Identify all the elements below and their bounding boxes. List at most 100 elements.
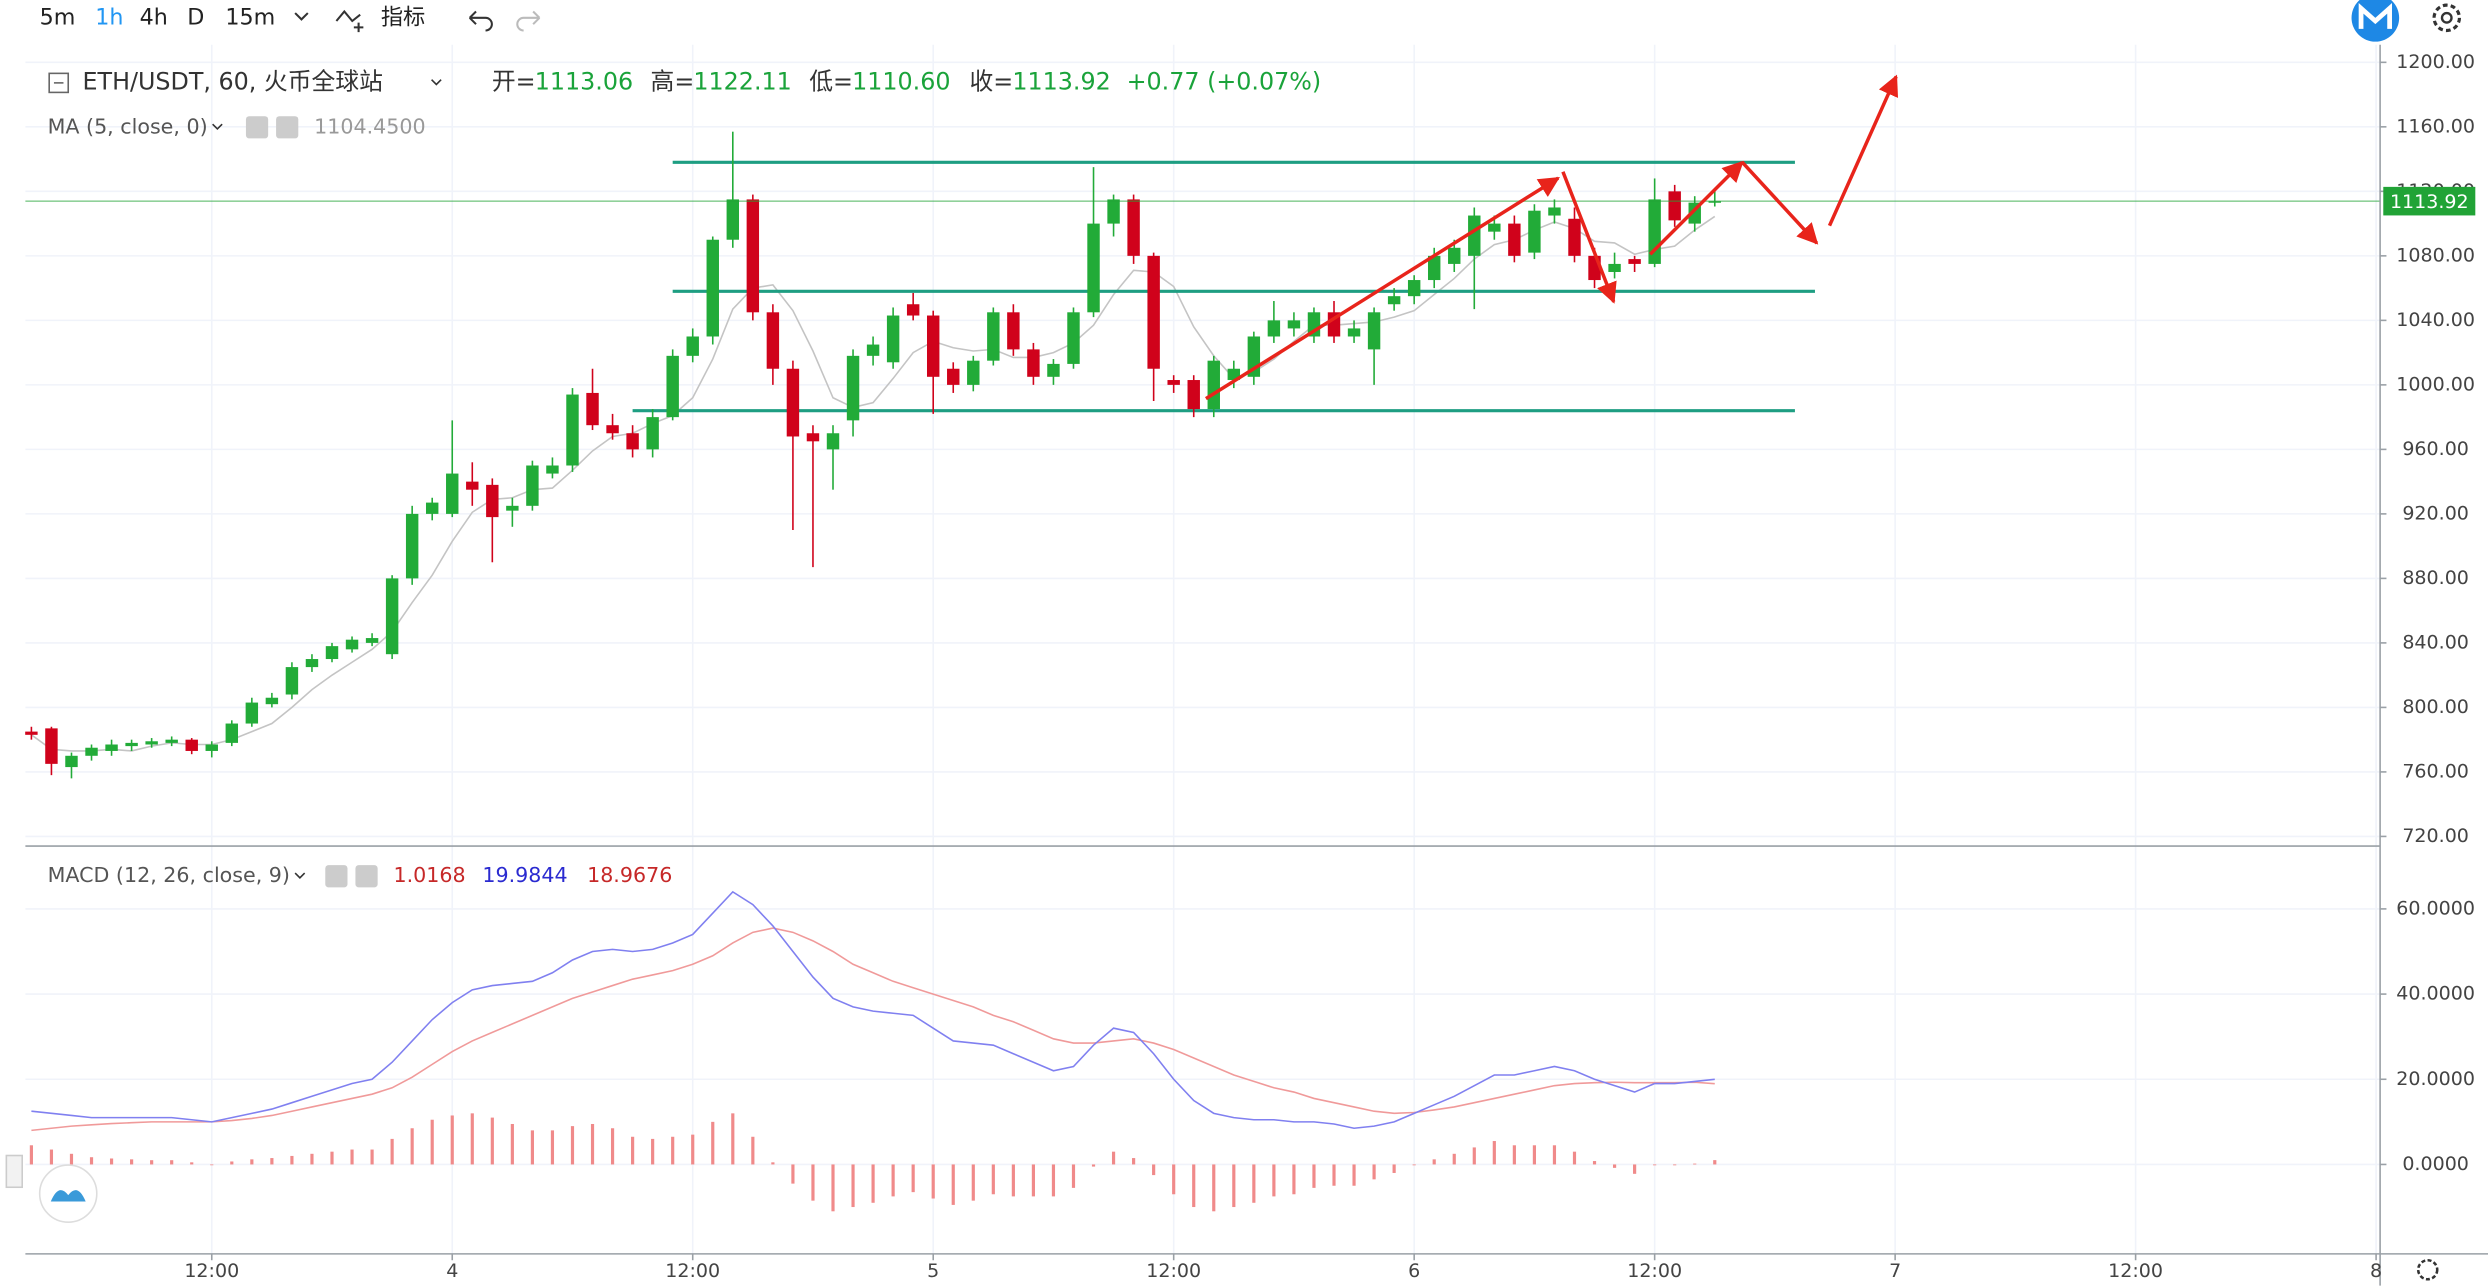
- ma-legend: MA (5, close, 0): [48, 114, 208, 138]
- histogram-bar: [69, 1153, 74, 1165]
- y-tick-label: 840.00: [2402, 631, 2469, 653]
- candle-body: [1047, 363, 1060, 377]
- histogram-bar: [771, 1162, 775, 1165]
- histogram-bar: [430, 1119, 434, 1165]
- histogram-bar: [831, 1164, 835, 1212]
- histogram-bar: [911, 1164, 915, 1193]
- histogram-bar: [150, 1160, 154, 1165]
- histogram-bar: [350, 1149, 354, 1165]
- histogram-bar: [1352, 1164, 1356, 1186]
- candle-body: [185, 739, 198, 751]
- dropdown-icon[interactable]: [294, 12, 309, 21]
- histogram-bar: [610, 1128, 615, 1165]
- candle-body: [1007, 312, 1020, 350]
- histogram-bar: [971, 1164, 975, 1201]
- interval[interactable]: D: [187, 4, 204, 30]
- candle-body: [626, 433, 639, 450]
- widget-logo[interactable]: [38, 1164, 98, 1223]
- interval[interactable]: 5m: [40, 4, 76, 30]
- y-tick-label: 1200.00: [2396, 51, 2475, 73]
- macd-title: MACD (12, 26, close, 9): [48, 863, 290, 887]
- histogram-bar: [270, 1158, 274, 1165]
- histogram-bar: [1172, 1164, 1176, 1195]
- interval[interactable]: 1h: [95, 4, 123, 30]
- candle-body: [1147, 255, 1160, 369]
- visibility-icon[interactable]: [245, 116, 269, 139]
- interval[interactable]: 4h: [140, 4, 168, 30]
- settings-icon[interactable]: [2432, 3, 2462, 33]
- histogram-bar: [330, 1151, 334, 1165]
- histogram-bar: [1633, 1164, 1637, 1174]
- histogram-bar: [851, 1164, 855, 1208]
- histogram-bar: [29, 1145, 33, 1165]
- dif-value: 19.9844: [482, 863, 567, 887]
- x-tick-label: 12:00: [184, 1260, 239, 1282]
- remove-icon[interactable]: [355, 865, 378, 888]
- histogram-bar: [711, 1121, 715, 1165]
- histogram-bar: [49, 1149, 54, 1165]
- redo-icon[interactable]: [516, 10, 541, 32]
- candle-body: [1207, 360, 1220, 410]
- y-tick-label: 760.00: [2402, 760, 2469, 782]
- remove-icon[interactable]: [276, 116, 299, 139]
- last-price-tag: [2383, 186, 2476, 216]
- y-tick-label: 880.00: [2402, 567, 2469, 589]
- histogram-bar: [1472, 1147, 1476, 1165]
- indicators-button[interactable]: 指标: [381, 4, 425, 30]
- close-value: 1113.92: [1012, 67, 1110, 95]
- histogram-bar: [1592, 1161, 1597, 1165]
- histogram-bar: [390, 1138, 394, 1165]
- arrow: [1827, 74, 1899, 227]
- histogram-bar: [1152, 1164, 1156, 1176]
- interval[interactable]: 15m: [225, 4, 275, 30]
- collapse-icon[interactable]: [48, 72, 70, 94]
- candle-body: [45, 728, 58, 764]
- y-tick-label: 0.0000: [2402, 1153, 2469, 1175]
- main-legend: ETH/USDT, 60, 火币全球站 开= 1113.06 高= 1122.1…: [48, 67, 1322, 139]
- candle-body: [546, 465, 559, 474]
- histogram-bar: [1412, 1164, 1416, 1166]
- histogram-bar: [1111, 1151, 1116, 1165]
- candle-body: [25, 731, 38, 735]
- histogram-bar: [370, 1149, 374, 1165]
- x-tick-label: 12:00: [1146, 1260, 1201, 1282]
- candle-body: [1027, 349, 1040, 377]
- dropdown-icon[interactable]: [431, 79, 442, 86]
- histogram-bar: [751, 1136, 755, 1165]
- indicator-icon[interactable]: [335, 9, 364, 33]
- histogram-bar: [1512, 1145, 1516, 1165]
- histogram-bar: [190, 1162, 194, 1165]
- open-value: 1113.06: [535, 67, 633, 95]
- histogram-bar: [1372, 1164, 1376, 1180]
- histogram-bar: [570, 1126, 575, 1165]
- histogram-bar: [1232, 1164, 1236, 1208]
- visibility-icon[interactable]: [325, 865, 348, 888]
- side-toggle[interactable]: [5, 1154, 24, 1189]
- histogram-value: 1.0168: [394, 863, 466, 887]
- candle-body: [1227, 368, 1241, 381]
- open-label: 开=: [492, 67, 536, 95]
- histogram-bar: [1332, 1164, 1336, 1186]
- y-tick-label: 1000.00: [2396, 373, 2475, 395]
- dropdown-icon[interactable]: [294, 872, 306, 879]
- candle-body: [646, 417, 659, 450]
- histogram-bar: [1392, 1164, 1396, 1173]
- histogram-bar: [510, 1123, 514, 1165]
- undo-icon[interactable]: [468, 10, 493, 32]
- candle-body: [666, 355, 679, 418]
- dea-line: [31, 927, 1715, 1132]
- change-value: +0.77 (+0.07%): [1127, 67, 1322, 95]
- histogram-bar: [1312, 1164, 1316, 1188]
- candle-body: [1167, 380, 1180, 385]
- dropdown-icon[interactable]: [212, 123, 223, 131]
- y-tick-label: 960.00: [2402, 438, 2469, 460]
- histogram-bar: [290, 1155, 294, 1165]
- settings-icon[interactable]: [2416, 1258, 2439, 1281]
- candle-body: [1548, 207, 1561, 216]
- candle-body: [65, 755, 78, 768]
- histogram-bar: [170, 1160, 174, 1165]
- candle-body: [225, 723, 239, 743]
- candle-body: [1127, 199, 1140, 256]
- candle-body: [1468, 215, 1481, 256]
